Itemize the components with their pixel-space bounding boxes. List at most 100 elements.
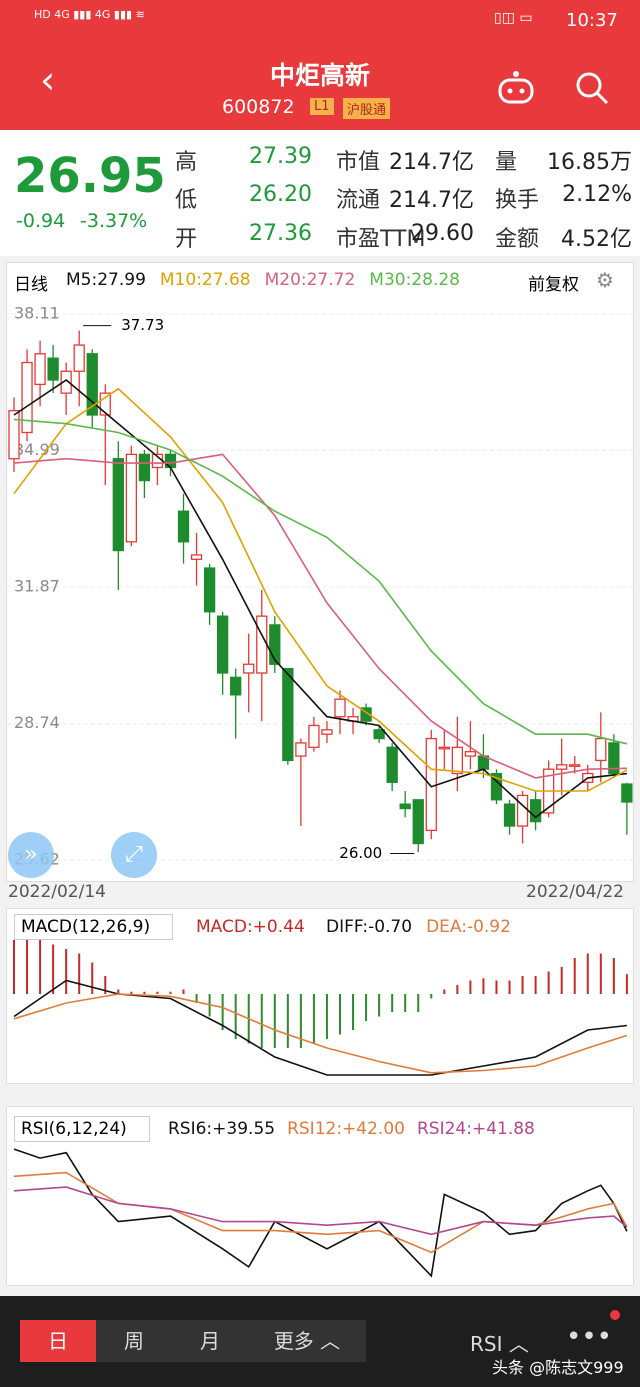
indicator-line [13,453,627,779]
field-label: 流通 [336,188,381,213]
stock-name: 中炬高新 [269,61,370,90]
candle-body [243,663,255,674]
candle-body [425,737,437,832]
field-label: 市值 [336,150,381,175]
field-value: 214.7亿 [389,150,474,175]
y-tick-label: 34.99 [14,440,60,459]
indicator-line [13,1186,628,1236]
bottom-bar: 日 周 月 更多 ︿ RSI ︿ ••• 头条 @陈志文999 [0,1296,640,1387]
status-icons: HD 4G ▮▮▮ 4G ▮▮▮ ≋ [34,8,145,21]
candle-body [529,799,542,823]
price-change-pct: -3.37% [80,210,148,232]
annotation-label: 37.73 [121,316,164,334]
candle-body [269,624,281,665]
legend-entry: RSI6:+39.55 [168,1119,276,1139]
candle-body [621,783,633,803]
tab[interactable]: 日 [20,1320,96,1362]
candle-body [230,676,242,696]
tab-label: 更多 [273,1329,314,1353]
indicator-label: RSI [470,1332,503,1356]
candle-body [125,453,138,543]
field-label: 高 [175,150,198,175]
candle-body [399,803,411,810]
header: HD 4G ▮▮▮ 4G ▮▮▮ ≋ ▯◫ ▭ 10:37 ‹ 中炬高新 600… [0,0,640,130]
candle-body [216,615,229,674]
expand-button[interactable]: » [8,832,54,878]
candle-body [138,453,151,482]
rsi-selector[interactable]: RSI(6,12,24) [14,1116,150,1142]
y-tick-label: 31.87 [14,576,60,595]
tab[interactable]: 月 [172,1320,248,1362]
candle-body [112,458,124,552]
candle-body [190,554,203,560]
legend-entry: DEA:-0.92 [426,917,511,937]
candle-body [73,344,85,372]
candle-body [360,707,372,722]
y-tick-label: 38.11 [14,303,60,322]
indicator-line [13,387,628,792]
field-value: 29.60 [411,221,474,246]
candle-body [438,746,450,750]
candle-body [203,567,216,613]
notice-dot [610,1310,620,1320]
field-value: 27.39 [249,144,312,169]
field-label: 换手 [495,188,540,213]
macd-selector[interactable]: MACD(12,26,9) [14,914,174,940]
rsi-panel [6,1106,634,1286]
candle-body [34,353,46,386]
field-label: 金额 [495,227,540,252]
indicator-line [13,1171,628,1254]
candle-body [177,510,190,543]
legend-entry: DIFF:-0.70 [326,917,413,937]
indicator-line [13,1148,628,1278]
indicator-switch[interactable]: RSI ︿ [470,1332,529,1356]
more-button[interactable]: ••• [566,1322,613,1352]
candle-body [295,742,307,757]
legend-entry: M5:27.99 [66,270,146,290]
candle-body [503,803,516,827]
candle-body [516,794,529,827]
quote-panel: 26.95 -0.94 -3.37% [0,130,640,256]
fullscreen-button[interactable]: ⤢ [111,832,157,878]
candle-body [412,799,424,845]
legend-entry: RSI24:+41.88 [416,1119,535,1139]
kline-panel [6,262,634,882]
field-value: 2.12% [562,182,632,207]
macd-value: MACD:+0.44 [196,917,305,937]
adjust-label[interactable]: 前复权 [528,275,579,295]
legend-entry: RSI12:+42.00 [287,1119,405,1139]
indicator-line [13,418,628,745]
candle-body [373,729,385,740]
field-label: 市盈TTM [336,227,426,252]
last-price: 26.95 [14,148,166,204]
candle-body [282,667,294,762]
indicator-line [13,979,627,1076]
candle-body [256,615,268,674]
candle-body [556,764,568,770]
candle-body [8,409,20,460]
search-icon[interactable] [574,70,610,106]
field-value: 27.36 [249,221,312,246]
robot-icon[interactable] [496,70,536,106]
candle-body [608,742,620,775]
field-label: 开 [175,227,198,252]
candle-body [464,751,477,757]
candle-body [60,370,72,394]
legend-entry: M20:27.72 [264,270,356,290]
field-value: 26.20 [249,182,312,207]
candle-body [595,737,607,762]
back-button[interactable]: ‹ [40,58,56,102]
field-value: 214.7亿 [389,188,474,213]
tab[interactable]: 周 [96,1320,172,1362]
legend-entry: M10:27.68 [159,270,251,290]
price-change: -0.94 [16,210,66,232]
battery-icons: ▯◫ ▭ [494,10,533,26]
date-end: 2022/04/22 [526,882,624,902]
date-start: 2022/02/14 [8,882,106,902]
tab[interactable]: 更多 ︿ [248,1320,366,1362]
candle-body [334,698,346,718]
settings-icon[interactable]: ⚙ [596,268,614,292]
field-value: 4.52亿 [561,227,632,252]
